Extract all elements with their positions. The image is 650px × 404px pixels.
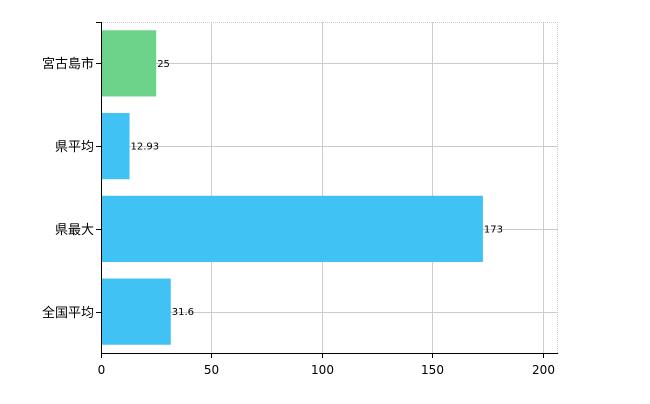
- category-label: 全国平均: [42, 305, 94, 321]
- bar: [101, 195, 483, 262]
- category-label: 県最大: [55, 223, 94, 238]
- x-tick-label: 50: [204, 363, 219, 377]
- data-label: 31.6: [172, 307, 194, 318]
- category-label: 県平均: [55, 140, 94, 155]
- grid-layer: [101, 22, 558, 353]
- axis-layer: [96, 22, 558, 358]
- bar: [101, 113, 130, 180]
- data-label: 12.93: [131, 142, 160, 153]
- x-tick-label: 0: [98, 363, 106, 377]
- category-label: 宮古島市: [42, 56, 94, 72]
- data-label: 173: [484, 224, 503, 235]
- bar: [101, 278, 171, 345]
- x-tick-label: 100: [311, 363, 334, 377]
- x-tick-label: 150: [421, 363, 444, 377]
- data-label: 25: [157, 59, 170, 70]
- x-tick-label: 200: [532, 363, 555, 377]
- bar-layer: [101, 30, 483, 345]
- bar: [101, 30, 157, 97]
